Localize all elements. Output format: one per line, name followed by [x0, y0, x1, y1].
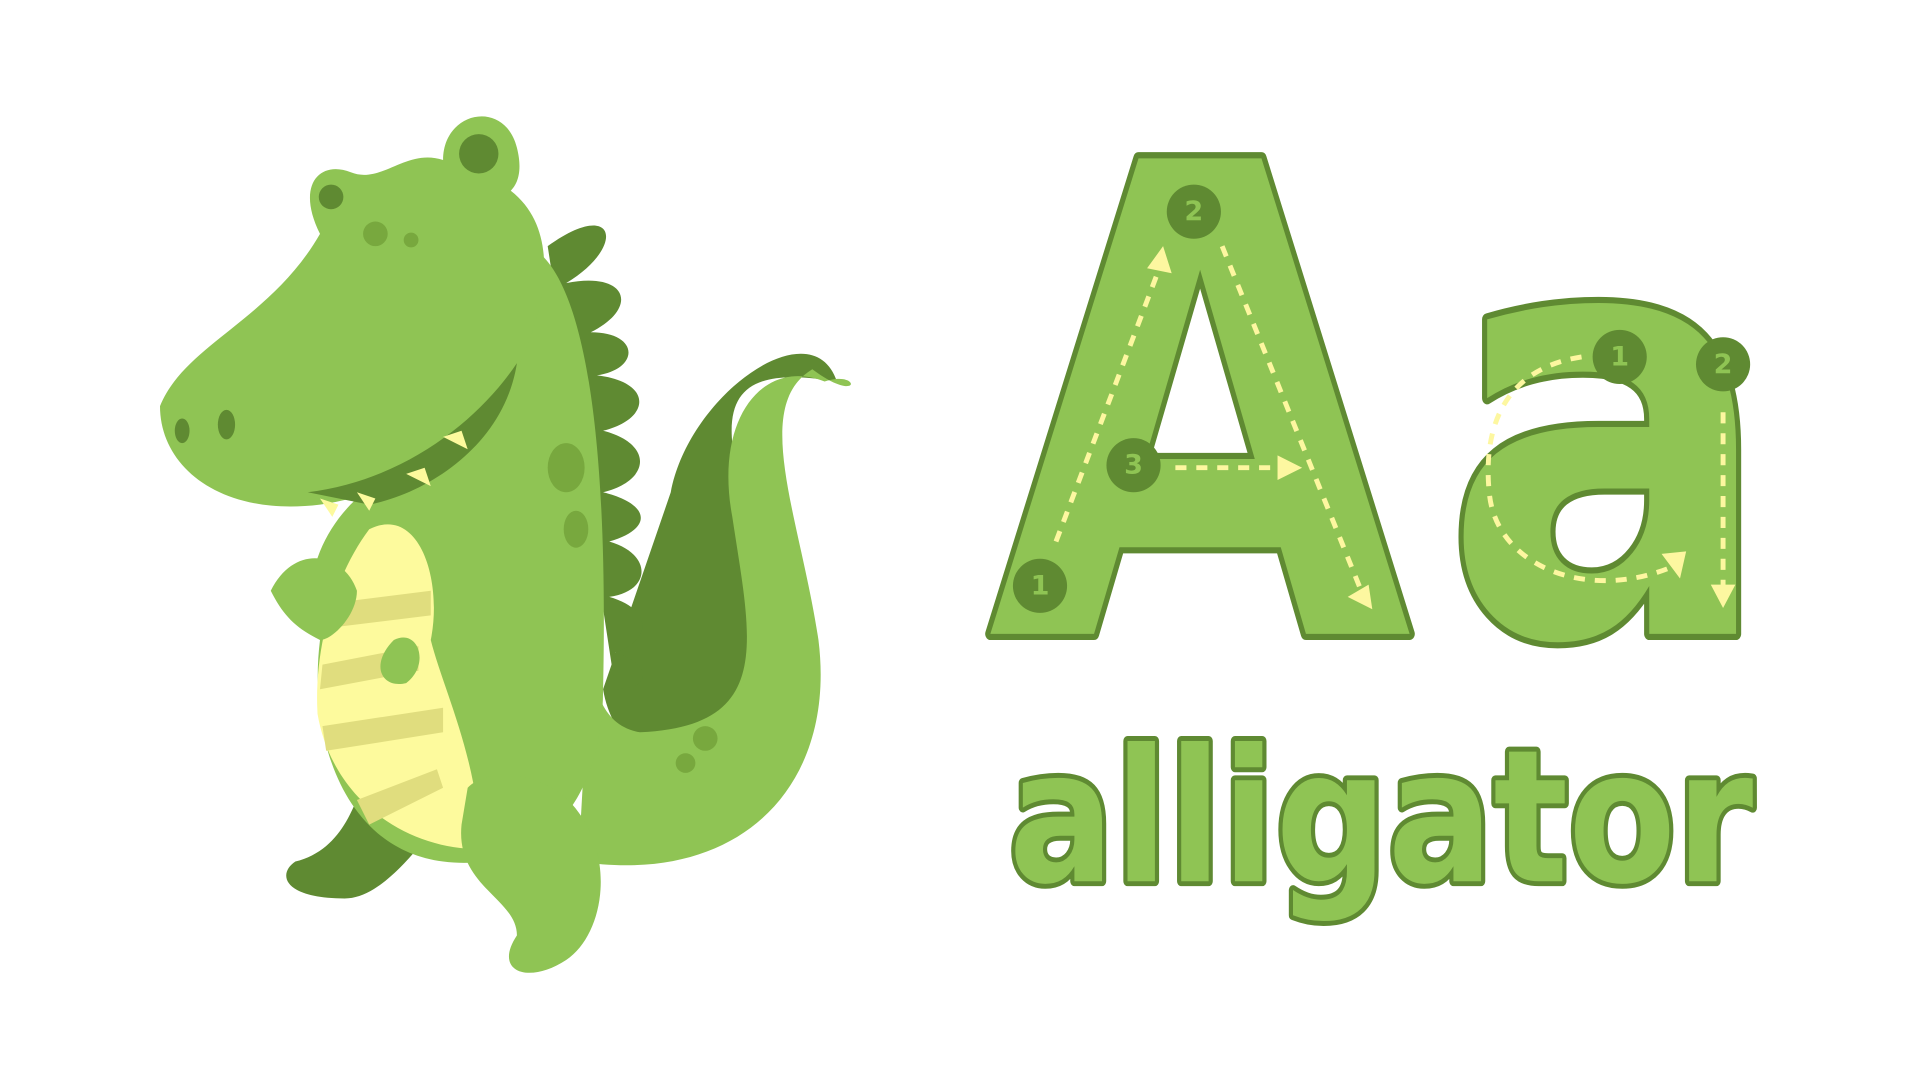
stroke-guides [1053, 245, 1736, 610]
stroke-number: 2 [1184, 196, 1203, 227]
alligator [160, 116, 851, 973]
stroke-number: 2 [1714, 349, 1733, 380]
stroke-numbers: 1 2 3 1 2 [1012, 184, 1751, 613]
stroke-number: 1 [1031, 570, 1050, 601]
stroke-number: 1 [1610, 341, 1629, 372]
stroke-number: 3 [1124, 450, 1143, 481]
word: alligator [1009, 710, 1754, 925]
uppercase-letter: A [988, 29, 1417, 788]
lowercase-letter: a [1442, 87, 1774, 774]
